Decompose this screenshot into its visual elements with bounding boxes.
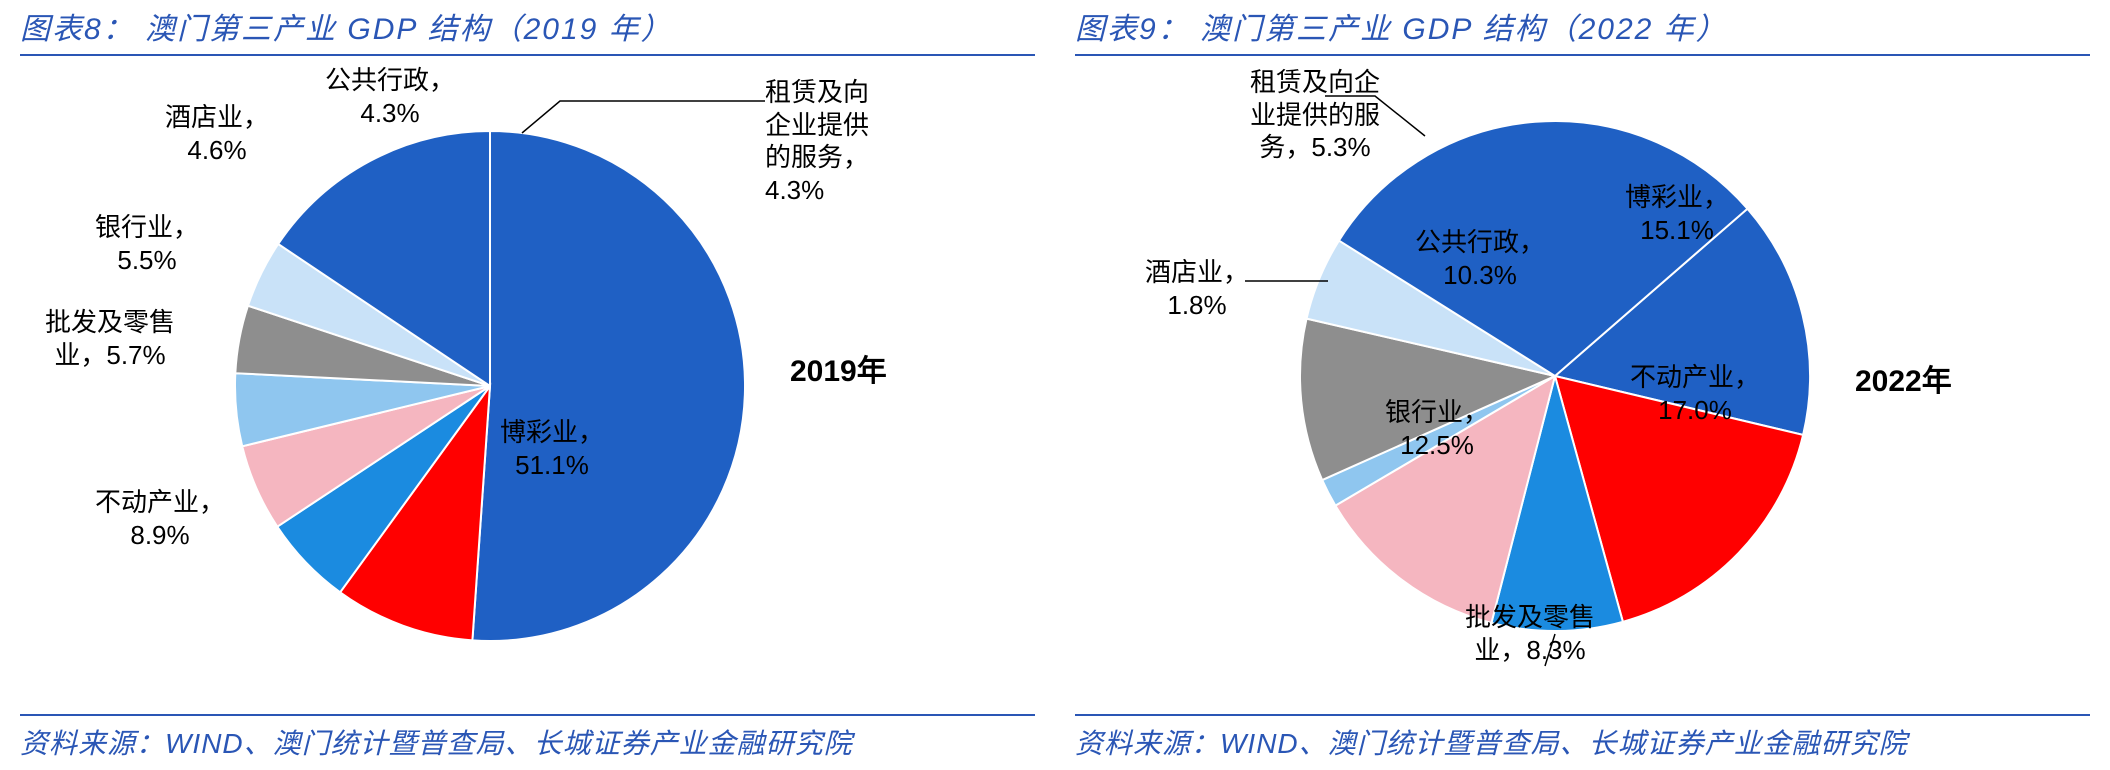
label-bank-2019: 银行业， 5.5%: [95, 211, 199, 276]
left-title-row: 图表8： 澳门第三产业 GDP 结构（2019 年）: [20, 0, 1035, 56]
leader-lines-right: [1075, 56, 2075, 696]
label-retail-2022: 批发及零售 业，8.3%: [1465, 601, 1595, 666]
label-retail-2019: 批发及零售 业，5.7%: [45, 306, 175, 371]
right-source-row: 资料来源：WIND、澳门统计暨普查局、长城证券产业金融研究院: [1075, 714, 2090, 762]
label-leasing-2022: 租赁及向企 业提供的服 务，5.3%: [1250, 66, 1380, 164]
right-title-row: 图表9： 澳门第三产业 GDP 结构（2022 年）: [1075, 0, 2090, 56]
right-source: 资料来源：WIND、澳门统计暨普查局、长城证券产业金融研究院: [1075, 728, 1908, 759]
label-hotel-2019: 酒店业， 4.6%: [165, 101, 269, 166]
right-chart-area: 2022年 博彩业， 15.1% 不动产业， 17.0% 银行业， 12.5% …: [1075, 56, 2090, 696]
right-title: 图表9： 澳门第三产业 GDP 结构（2022 年）: [1075, 13, 1728, 46]
label-hotel-2022: 酒店业， 1.8%: [1145, 256, 1249, 321]
label-leasing-2019: 租赁及向 企业提供 的服务， 4.3%: [765, 76, 869, 206]
right-panel: 图表9： 澳门第三产业 GDP 结构（2022 年） 2022年 博彩业， 15…: [1055, 0, 2110, 770]
left-title: 图表8： 澳门第三产业 GDP 结构（2019 年）: [20, 13, 673, 46]
left-source: 资料来源：WIND、澳门统计暨普查局、长城证券产业金融研究院: [20, 728, 853, 759]
left-source-row: 资料来源：WIND、澳门统计暨普查局、长城证券产业金融研究院: [20, 714, 1035, 762]
left-chart-area: 2019年 博彩业， 51.1% 租赁及向 企业提供 的服务， 4.3% 公共行…: [20, 56, 1035, 696]
label-publicadmin-2019: 公共行政， 4.3%: [325, 64, 455, 129]
left-panel: 图表8： 澳门第三产业 GDP 结构（2019 年） 2019年 博彩业， 51…: [0, 0, 1055, 770]
label-realestate-2019: 不动产业， 8.9%: [95, 486, 225, 551]
dual-chart-container: 图表8： 澳门第三产业 GDP 结构（2019 年） 2019年 博彩业， 51…: [0, 0, 2110, 770]
